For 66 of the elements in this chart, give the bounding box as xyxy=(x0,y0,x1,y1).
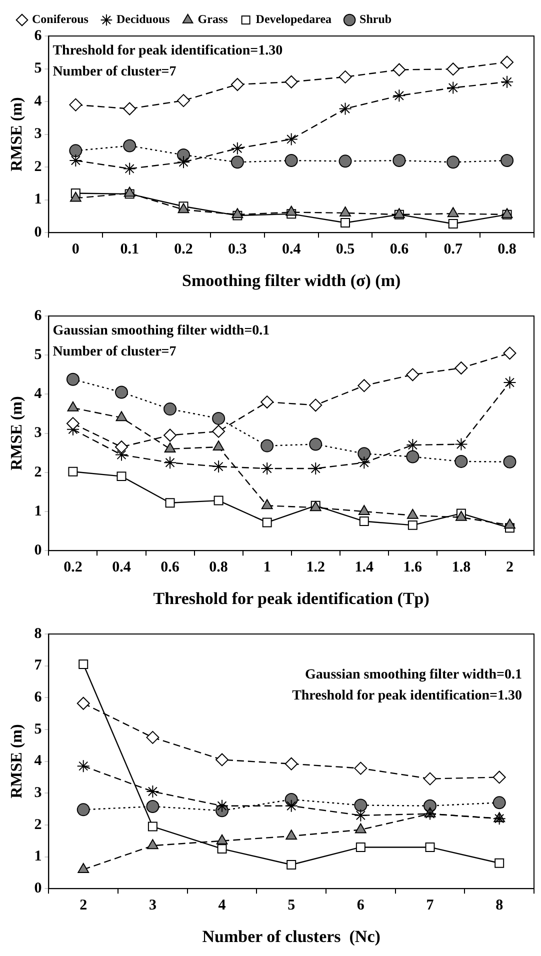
legend-label: Shrub xyxy=(360,12,392,26)
x-tick-label: 0.3 xyxy=(228,241,247,258)
y-tick-label: 1 xyxy=(34,192,42,208)
x-tick-label: 0.4 xyxy=(282,241,302,258)
x-tick-label: 0.8 xyxy=(498,241,516,258)
y-tick-label: 5 xyxy=(34,721,42,738)
y-tick-label: 5 xyxy=(34,60,42,77)
annotation: Number of cluster=7 xyxy=(52,64,176,80)
y-tick-label: 6 xyxy=(34,308,42,324)
x-tick-label: 0.4 xyxy=(112,559,132,576)
y-tick-label: 1 xyxy=(34,503,42,520)
x-tick-label: 3 xyxy=(148,897,156,914)
annotation: Threshold for peak identification=1.30 xyxy=(292,688,522,704)
y-axis-title: RMSE (m) xyxy=(8,724,26,798)
x-tick-label: 0 xyxy=(72,241,80,258)
x-tick-label: 0.1 xyxy=(120,241,139,258)
x-tick-label: 8 xyxy=(496,897,504,914)
x-axis-title: Smoothing filter width (σ) (m) xyxy=(182,271,401,290)
y-tick-label: 0 xyxy=(34,542,42,558)
x-tick-label: 5 xyxy=(288,897,296,914)
x-tick-label: 0.6 xyxy=(160,559,180,576)
legend-label: Grass xyxy=(198,12,228,26)
y-axis-title: RMSE (m) xyxy=(8,396,26,470)
y-tick-label: 4 xyxy=(34,93,42,110)
x-tick-label: 1.6 xyxy=(403,559,423,576)
annotation: Gaussian smoothing filter width=0.1 xyxy=(52,324,270,339)
y-tick-label: 0 xyxy=(34,224,42,240)
y-tick-label: 2 xyxy=(34,816,42,833)
y-tick-label: 2 xyxy=(34,158,42,175)
x-tick-label: 0.6 xyxy=(390,241,410,258)
y-tick-label: 3 xyxy=(34,785,42,801)
y-tick-label: 1 xyxy=(34,848,42,865)
x-axis-title: Threshold for peak identification (Tp) xyxy=(153,589,430,608)
x-tick-label: 0.5 xyxy=(336,241,355,258)
y-tick-label: 6 xyxy=(34,690,42,706)
y-tick-label: 3 xyxy=(34,425,42,442)
x-tick-label: 2 xyxy=(80,897,88,914)
annotation: Gaussian smoothing filter width=0.1 xyxy=(305,668,522,683)
x-tick-label: 0.8 xyxy=(209,559,228,576)
x-tick-label: 4 xyxy=(218,897,226,914)
legend-label: Coniferous xyxy=(32,12,89,26)
x-tick-label: 7 xyxy=(426,897,434,914)
y-tick-label: 4 xyxy=(34,753,42,770)
y-tick-label: 7 xyxy=(34,658,42,674)
x-tick-label: 6 xyxy=(356,897,365,914)
y-tick-label: 0 xyxy=(34,880,42,896)
x-tick-label: 1.4 xyxy=(354,559,374,576)
annotation: Threshold for peak identification=1.30 xyxy=(52,44,283,59)
x-tick-label: 1.8 xyxy=(452,559,471,576)
y-tick-label: 5 xyxy=(34,346,42,363)
x-tick-label: 1.2 xyxy=(306,559,325,576)
legend-label: Developedarea xyxy=(256,12,332,26)
annotation: Number of cluster=7 xyxy=(52,344,176,360)
y-tick-label: 2 xyxy=(34,464,42,480)
x-tick-label: 0.2 xyxy=(174,241,193,258)
y-tick-label: 3 xyxy=(34,126,42,142)
legend-label: Deciduous xyxy=(116,12,170,26)
x-axis-title: Number of clusters (Nc) xyxy=(202,927,380,946)
x-tick-label: 2 xyxy=(506,559,514,576)
y-axis-title: RMSE (m) xyxy=(8,97,26,172)
y-tick-label: 6 xyxy=(34,28,42,44)
y-tick-label: 4 xyxy=(34,386,42,402)
x-tick-label: 1 xyxy=(263,559,271,576)
y-tick-label: 8 xyxy=(34,626,42,642)
x-tick-label: 0.7 xyxy=(444,241,463,258)
x-tick-label: 0.2 xyxy=(64,559,82,576)
